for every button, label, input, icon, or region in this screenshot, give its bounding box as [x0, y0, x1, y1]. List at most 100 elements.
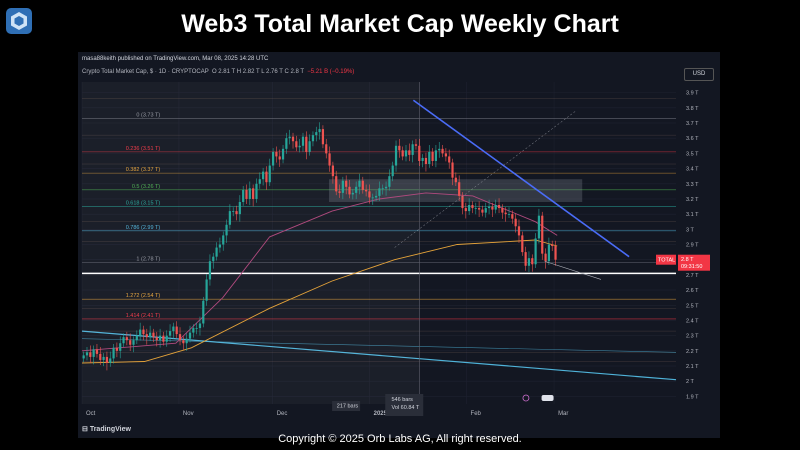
candle-body — [374, 195, 378, 198]
y-tick-label: 3.1 T — [686, 212, 699, 218]
overlay-layer: TOTAL 2.8 T09:31:50 546 bars Vol 60.84 T 217… — [332, 254, 710, 416]
candle-body — [328, 153, 331, 166]
candle-body — [381, 188, 384, 190]
candle-body — [235, 211, 238, 215]
candle-body — [401, 150, 404, 157]
candle-body — [478, 208, 481, 210]
candle-body — [338, 191, 341, 193]
candle-body — [195, 328, 198, 329]
shade-layer — [82, 82, 583, 404]
y-tick-label: 2.7 T — [686, 273, 699, 279]
x-tick-label: Mar — [558, 411, 568, 417]
y-tick-label: 2.4 T — [686, 318, 699, 324]
bars-range-label: 217 bars — [337, 404, 359, 410]
candle-body — [351, 192, 354, 195]
symbol-info[interactable]: Crypto Total Market Cap, $ · 1D · CRYPTO… — [82, 69, 354, 75]
currency-button[interactable]: USD — [684, 68, 714, 81]
candle-body — [534, 238, 537, 265]
moving-average-fast — [81, 192, 558, 352]
symbol-tag-label: TOTAL — [658, 258, 675, 264]
y-tick-label: 2.1 T — [686, 364, 699, 370]
candle-body — [232, 211, 235, 212]
candle-body — [394, 145, 398, 166]
fib-level-label: 0.382 (3.37 T) — [126, 167, 161, 173]
candle-body — [172, 326, 175, 332]
candle-body — [308, 141, 311, 152]
y-tick-label: 3.6 T — [686, 136, 699, 142]
candle-body — [212, 256, 215, 262]
symbol-name[interactable]: Crypto Total Market Cap, $ · 1D · CRYPTO… — [82, 69, 209, 75]
y-tick-label: 2.2 T — [686, 349, 699, 355]
candle-body — [527, 258, 531, 266]
candle-body — [119, 343, 122, 351]
candle-body — [135, 335, 138, 341]
app-logo-icon — [6, 8, 32, 34]
x-tick-label: Dec — [277, 411, 288, 417]
candle-body — [431, 151, 434, 161]
candle-body — [278, 156, 281, 160]
candle-body — [162, 335, 165, 342]
y-tick-label: 3 T — [686, 227, 694, 233]
moving-average-layer — [81, 192, 558, 364]
candle-body — [484, 208, 487, 213]
candle-body — [501, 208, 504, 213]
candle-body — [208, 261, 212, 280]
candle-body — [149, 332, 152, 338]
candle-body — [295, 141, 298, 148]
candle-body — [112, 347, 115, 359]
candle-body — [554, 246, 557, 260]
candle-body — [414, 144, 418, 146]
candle-body — [444, 153, 447, 157]
selected-range — [82, 82, 420, 404]
candle-body — [205, 279, 208, 301]
candle-body — [365, 189, 368, 192]
tradingview-label: TradingView — [89, 426, 131, 433]
volume-label: Vol 60.84 T — [392, 405, 420, 411]
candle-body — [368, 191, 371, 198]
candle-body — [398, 145, 401, 151]
candle-body — [371, 197, 374, 199]
candle-body — [152, 332, 155, 338]
candle-body — [242, 189, 245, 202]
candle-body — [428, 151, 431, 165]
candle-body — [458, 182, 461, 196]
y-tick-label: 3.8 T — [686, 106, 699, 112]
candle-body — [258, 179, 261, 184]
moving-average-slow — [81, 239, 558, 364]
downtrend-line — [412, 99, 630, 258]
x-tick-label: Nov — [183, 411, 194, 417]
page-title: Web3 Total Market Cap Weekly Chart — [181, 10, 619, 38]
candle-body — [404, 150, 408, 157]
candle-body — [514, 218, 517, 227]
candle-body — [268, 165, 271, 183]
candle-body — [275, 151, 278, 157]
candle-body — [238, 201, 241, 215]
candle-body — [175, 326, 178, 335]
candle-body — [122, 337, 125, 344]
y-tick-label: 3.4 T — [686, 167, 699, 173]
candle-body — [551, 244, 554, 247]
candle-body — [421, 157, 424, 161]
candle-body — [524, 252, 527, 266]
candle-body — [531, 258, 534, 265]
candle-body — [541, 215, 544, 254]
candle-body — [109, 358, 112, 363]
candle-body — [448, 156, 451, 163]
candle-body — [305, 136, 308, 152]
bars-range-box — [332, 401, 361, 411]
candle-body — [481, 209, 484, 213]
flag-event-icon[interactable] — [541, 395, 554, 401]
y-tick-label: 1.9 T — [686, 394, 699, 400]
candle-body — [318, 129, 321, 133]
candle-body — [491, 206, 494, 210]
event-marker-icon[interactable] — [522, 394, 530, 402]
current-price-tag[interactable] — [678, 254, 710, 271]
fib-level-label: 0.5 (3.26 T) — [132, 184, 160, 190]
publish-note: masa88keith published on TradingView.com… — [82, 56, 269, 62]
y-tick-label: 2.3 T — [686, 334, 699, 340]
candle-body — [361, 180, 364, 190]
fib-level-label: 0 (3.73 T) — [136, 112, 160, 118]
candle-body — [218, 244, 222, 248]
candle-body — [494, 205, 497, 210]
